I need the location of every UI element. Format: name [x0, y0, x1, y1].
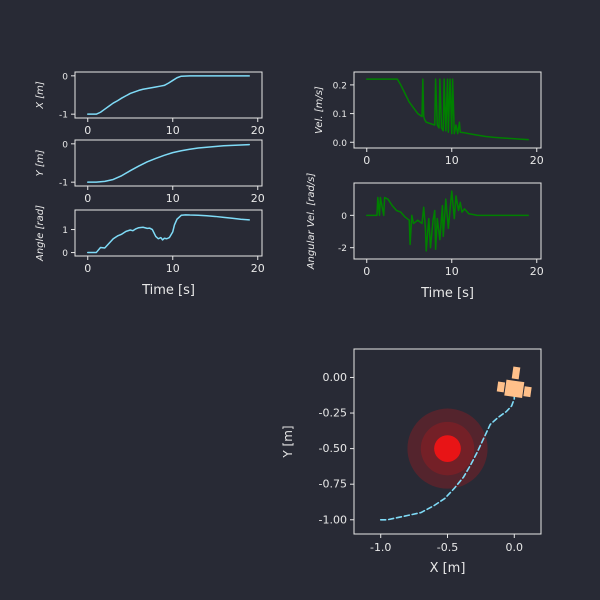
y-tick-label: -2 [338, 244, 347, 254]
robot-icon [496, 366, 532, 399]
y-tick-label: -1 [59, 111, 68, 121]
y-plot-ylabel: Y [m] [35, 149, 46, 176]
y-tick-label: 0 [62, 140, 68, 150]
x-tick-label: 0 [363, 265, 370, 278]
xy-plot-ylabel: Y [m] [281, 425, 295, 458]
angvel-plot-ylabel: Angular Vel. [rad/s] [306, 173, 317, 271]
y-tick-label: -0.25 [319, 407, 347, 420]
x-tick-label: 10 [166, 262, 180, 275]
angvel-plot: 0 10 20 -2 0 Angular Vel. [rad/s] Time [s] [306, 173, 544, 301]
vel-plot: 0 10 20 0.0 0.1 0.2 Vel. [m/s] [314, 71, 544, 167]
y-tick-label: -1.00 [319, 513, 347, 526]
y-tick-label: 0 [341, 212, 347, 222]
x-plot: 0 10 20 -1 0 X [m] [35, 71, 265, 137]
vel-plot-frame [353, 71, 542, 149]
vel-plot-ylabel: Vel. [m/s] [314, 86, 325, 134]
x-tick-label: 20 [251, 262, 265, 275]
x-tick-label: 0.0 [506, 541, 524, 554]
y-plot-frame [74, 139, 263, 187]
x-tick-label: 20 [251, 124, 265, 137]
x-tick-label: 0 [84, 262, 91, 275]
x-tick-label: 10 [166, 124, 180, 137]
y-tick-label: -0.50 [319, 442, 347, 455]
xy-plot-xlabel: X [m] [430, 561, 466, 576]
y-tick-label: 1 [62, 226, 68, 236]
y-tick-label: 0.00 [323, 371, 348, 384]
x-tick-label: 10 [445, 154, 459, 167]
y-plot: 0 10 20 -1 0 Y [m] [35, 139, 265, 205]
y-tick-label: -0.75 [319, 478, 347, 491]
x-plot-frame [74, 71, 263, 119]
x-tick-label: 10 [166, 192, 180, 205]
angle-plot-frame [74, 209, 263, 257]
x-tick-label: 20 [530, 154, 544, 167]
y-tick-label: 0.2 [333, 81, 347, 91]
obstacle [407, 408, 488, 489]
x-tick-label: 0 [84, 124, 91, 137]
xy-plot-series-line [379, 390, 516, 521]
y-tick-label: 0 [62, 72, 68, 82]
angvel-plot-series-line [366, 190, 529, 252]
y-plot-series-line [87, 143, 250, 183]
vel-plot-series-line [366, 78, 529, 141]
x-tick-label: 10 [445, 265, 459, 278]
y-tick-label: 0.1 [333, 110, 347, 120]
angle-plot-ylabel: Angle [rad] [35, 205, 46, 262]
x-plot-series-line [87, 75, 250, 115]
x-tick-label: 20 [530, 265, 544, 278]
y-tick-label: -1 [59, 179, 68, 189]
angle-plot-xlabel: Time [s] [141, 283, 195, 298]
angle-plot: 0 10 20 0 1 Angle [rad] Time [s] [35, 205, 265, 298]
x-tick-label: 0 [363, 154, 370, 167]
angvel-plot-frame [353, 182, 542, 260]
y-tick-label: 0.0 [333, 139, 348, 149]
x-tick-label: 0 [84, 192, 91, 205]
x-tick-label: 20 [251, 192, 265, 205]
y-tick-label: 0 [62, 249, 68, 259]
obstacle-core [434, 435, 461, 462]
x-tick-label: -1.0 [370, 541, 391, 554]
angvel-plot-xlabel: Time [s] [420, 286, 474, 301]
angle-plot-series-line [87, 214, 250, 254]
x-plot-ylabel: X [m] [35, 81, 46, 110]
xy-plot: -1.0 -0.5 0.0 -1.00 -0.75 -0.50 -0.25 0.00 Y [m]… [281, 348, 542, 576]
x-tick-label: -0.5 [437, 541, 458, 554]
